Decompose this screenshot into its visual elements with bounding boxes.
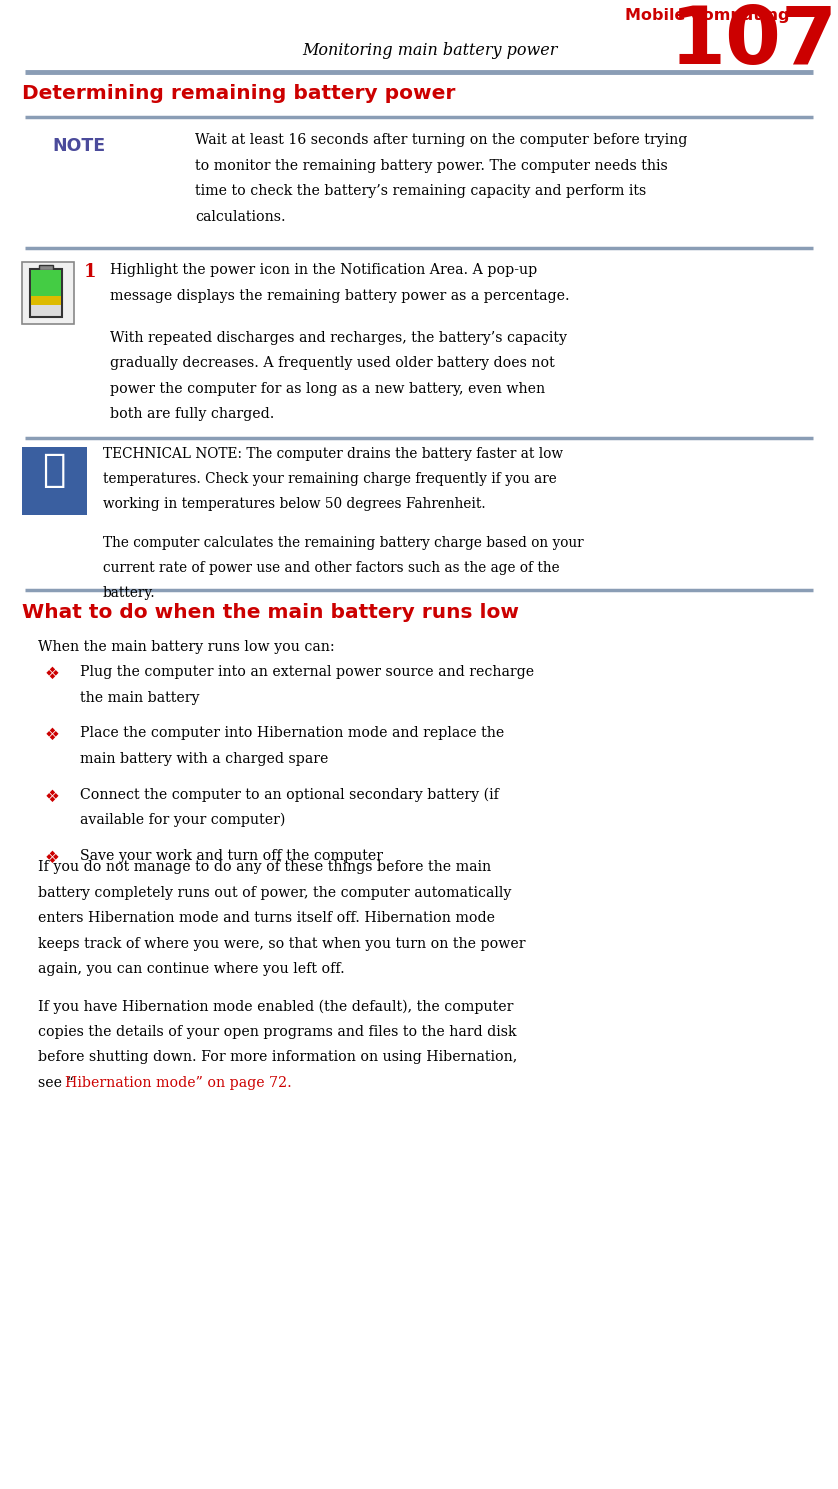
Text: ❖: ❖ bbox=[45, 666, 59, 683]
Text: main battery with a charged spare: main battery with a charged spare bbox=[80, 752, 328, 765]
Text: battery completely runs out of power, the computer automatically: battery completely runs out of power, th… bbox=[38, 886, 511, 899]
Text: Highlight the power icon in the Notification Area. A pop-up: Highlight the power icon in the Notifica… bbox=[110, 264, 537, 277]
Text: power the computer for as long as a new battery, even when: power the computer for as long as a new … bbox=[110, 381, 546, 396]
Text: What to do when the main battery runs low: What to do when the main battery runs lo… bbox=[22, 603, 519, 622]
Bar bbox=[30, 270, 62, 317]
Text: before shutting down. For more information on using Hibernation,: before shutting down. For more informati… bbox=[38, 1050, 517, 1065]
Text: Mobile Computing: Mobile Computing bbox=[625, 7, 789, 22]
Text: Wait at least 16 seconds after turning on the computer before trying: Wait at least 16 seconds after turning o… bbox=[195, 133, 687, 147]
Text: ❖: ❖ bbox=[45, 727, 59, 744]
Text: If you do not manage to do any of these things before the main: If you do not manage to do any of these … bbox=[38, 861, 491, 874]
Text: both are fully charged.: both are fully charged. bbox=[110, 408, 274, 421]
Text: Save your work and turn off the computer: Save your work and turn off the computer bbox=[80, 849, 383, 862]
Text: Hibernation mode” on page 72.: Hibernation mode” on page 72. bbox=[65, 1075, 292, 1090]
Bar bbox=[31, 296, 61, 305]
Text: keeps track of where you were, so that when you turn on the power: keeps track of where you were, so that w… bbox=[38, 937, 525, 950]
Text: gradually decreases. A frequently used older battery does not: gradually decreases. A frequently used o… bbox=[110, 356, 555, 371]
Text: enters Hibernation mode and turns itself off. Hibernation mode: enters Hibernation mode and turns itself… bbox=[38, 911, 495, 925]
Text: again, you can continue where you left off.: again, you can continue where you left o… bbox=[38, 962, 344, 977]
Text: ❖: ❖ bbox=[45, 849, 59, 867]
Text: message displays the remaining battery power as a percentage.: message displays the remaining battery p… bbox=[110, 289, 570, 302]
Text: TECHNICAL NOTE: The computer drains the battery faster at low: TECHNICAL NOTE: The computer drains the … bbox=[103, 447, 563, 462]
Text: Connect the computer to an optional secondary battery (if: Connect the computer to an optional seco… bbox=[80, 788, 499, 803]
Text: to monitor the remaining battery power. The computer needs this: to monitor the remaining battery power. … bbox=[195, 158, 668, 173]
Text: 107: 107 bbox=[670, 3, 838, 80]
Bar bbox=[39, 265, 53, 270]
Text: NOTE: NOTE bbox=[52, 137, 105, 155]
Bar bbox=[22, 447, 87, 515]
Text: time to check the battery’s remaining capacity and perform its: time to check the battery’s remaining ca… bbox=[195, 185, 646, 198]
Text: With repeated discharges and recharges, the battery’s capacity: With repeated discharges and recharges, … bbox=[110, 331, 567, 345]
Text: see “: see “ bbox=[38, 1075, 74, 1090]
Text: The computer calculates the remaining battery charge based on your: The computer calculates the remaining ba… bbox=[103, 536, 583, 549]
Text: battery.: battery. bbox=[103, 585, 156, 600]
Text: Determining remaining battery power: Determining remaining battery power bbox=[22, 83, 455, 103]
Text: Place the computer into Hibernation mode and replace the: Place the computer into Hibernation mode… bbox=[80, 727, 504, 740]
Text: Monitoring main battery power: Monitoring main battery power bbox=[303, 42, 557, 60]
Text: the main battery: the main battery bbox=[80, 691, 199, 704]
Text: If you have Hibernation mode enabled (the default), the computer: If you have Hibernation mode enabled (th… bbox=[38, 999, 514, 1014]
Text: Plug the computer into an external power source and recharge: Plug the computer into an external power… bbox=[80, 666, 534, 679]
Text: current rate of power use and other factors such as the age of the: current rate of power use and other fact… bbox=[103, 561, 560, 575]
Text: ❖: ❖ bbox=[45, 788, 59, 806]
Text: temperatures. Check your remaining charge frequently if you are: temperatures. Check your remaining charg… bbox=[103, 472, 556, 485]
Text: available for your computer): available for your computer) bbox=[80, 813, 286, 828]
Text: calculations.: calculations. bbox=[195, 210, 286, 223]
Text: copies the details of your open programs and files to the hard disk: copies the details of your open programs… bbox=[38, 1024, 516, 1039]
Text: working in temperatures below 50 degrees Fahrenheit.: working in temperatures below 50 degrees… bbox=[103, 497, 486, 511]
Bar bbox=[22, 262, 74, 325]
Text: 🔧: 🔧 bbox=[42, 451, 65, 488]
Text: 1: 1 bbox=[84, 264, 96, 281]
Bar bbox=[31, 270, 61, 296]
Text: When the main battery runs low you can:: When the main battery runs low you can: bbox=[38, 640, 334, 654]
